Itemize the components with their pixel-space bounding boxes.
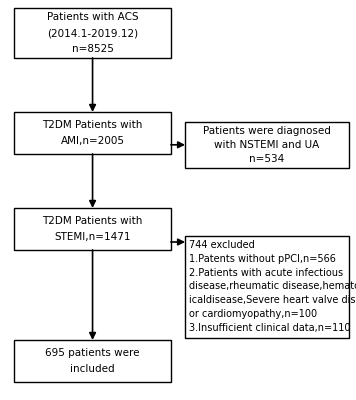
Text: 744 excluded: 744 excluded [189, 240, 255, 250]
Text: T2DM Patients with: T2DM Patients with [42, 216, 143, 226]
FancyBboxPatch shape [14, 208, 171, 250]
Text: T2DM Patients with: T2DM Patients with [42, 120, 143, 130]
Text: icaldisease,Severe heart valve disease: icaldisease,Severe heart valve disease [189, 295, 356, 305]
Text: 3.Insufficient clinical data,n=110: 3.Insufficient clinical data,n=110 [189, 323, 351, 333]
Text: included: included [70, 364, 115, 374]
Text: AMI,n=2005: AMI,n=2005 [61, 136, 125, 146]
Text: STEMI,n=1471: STEMI,n=1471 [54, 232, 131, 242]
Text: 1.Patents without pPCI,n=566: 1.Patents without pPCI,n=566 [189, 254, 336, 264]
FancyBboxPatch shape [185, 122, 349, 168]
FancyBboxPatch shape [14, 8, 171, 58]
Text: Patients with ACS: Patients with ACS [47, 12, 138, 22]
Text: with NSTEMI and UA: with NSTEMI and UA [214, 140, 320, 150]
FancyBboxPatch shape [14, 112, 171, 154]
Text: or cardiomyopathy,n=100: or cardiomyopathy,n=100 [189, 309, 318, 319]
Text: n=534: n=534 [249, 154, 285, 164]
FancyBboxPatch shape [185, 236, 349, 338]
Text: (2014.1-2019.12): (2014.1-2019.12) [47, 28, 138, 38]
Text: 2.Patients with acute infectious: 2.Patients with acute infectious [189, 268, 344, 278]
Text: disease,rheumatic disease,hematolog: disease,rheumatic disease,hematolog [189, 281, 356, 291]
FancyBboxPatch shape [14, 340, 171, 382]
Text: Patients were diagnosed: Patients were diagnosed [203, 126, 331, 136]
Text: 695 patients were: 695 patients were [45, 348, 140, 358]
Text: n=8525: n=8525 [72, 44, 114, 54]
